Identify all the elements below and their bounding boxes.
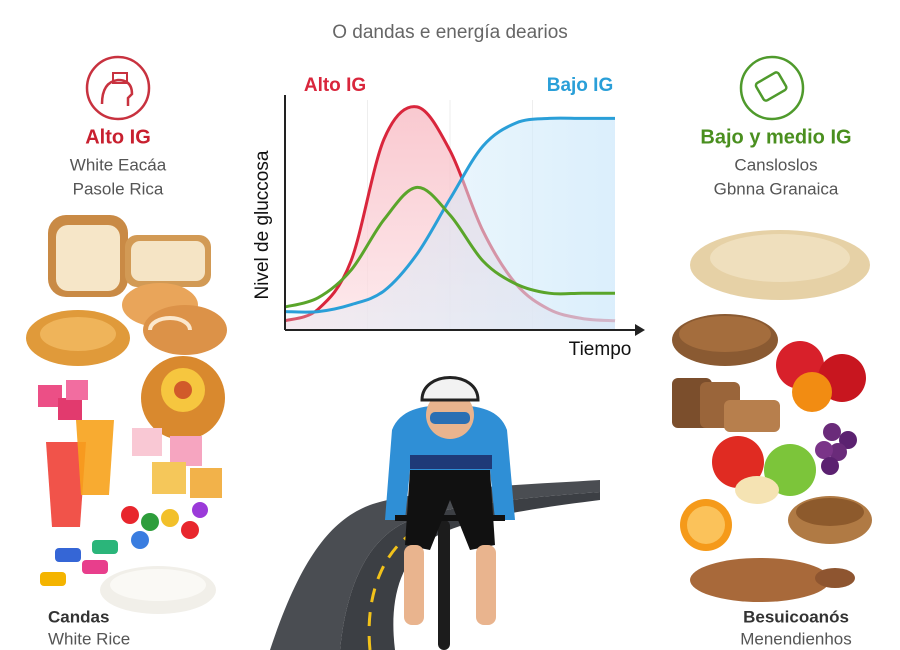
right-line: Gbnna Granaica [714, 179, 839, 198]
right-line: Cansloslos [734, 155, 817, 174]
x-axis-arrow [635, 324, 645, 336]
left-footer: Candas [48, 607, 109, 626]
right-footer: Besuicoanós [743, 607, 849, 626]
cyclist [385, 376, 515, 650]
plot: Tiempo Nivel de gluccosa Alto IG Bajo IG [252, 75, 645, 360]
left-title: Alto IG [85, 126, 151, 148]
right-footer: Menendienhos [740, 629, 852, 648]
left-icon [85, 55, 151, 121]
subtitle: O dandas e energía dearios [332, 22, 568, 43]
high-gi-foods [26, 215, 227, 614]
low-gi-foods [672, 230, 872, 602]
left-line: White Eacáa [70, 155, 167, 174]
right-icon [739, 55, 805, 121]
left-line: Pasole Rica [73, 179, 164, 198]
line [284, 185, 615, 309]
x-axis-label: Tiempo [569, 339, 632, 360]
legend-label: Alto IG [304, 75, 366, 96]
legend-label: Bajo IG [547, 75, 614, 96]
area [285, 118, 615, 330]
line [284, 116, 615, 314]
y-axis-label: Nivel de gluccosa [252, 150, 273, 299]
right-title: Bajo y medio IG [700, 126, 851, 148]
left-footer: White Rice [48, 629, 130, 648]
